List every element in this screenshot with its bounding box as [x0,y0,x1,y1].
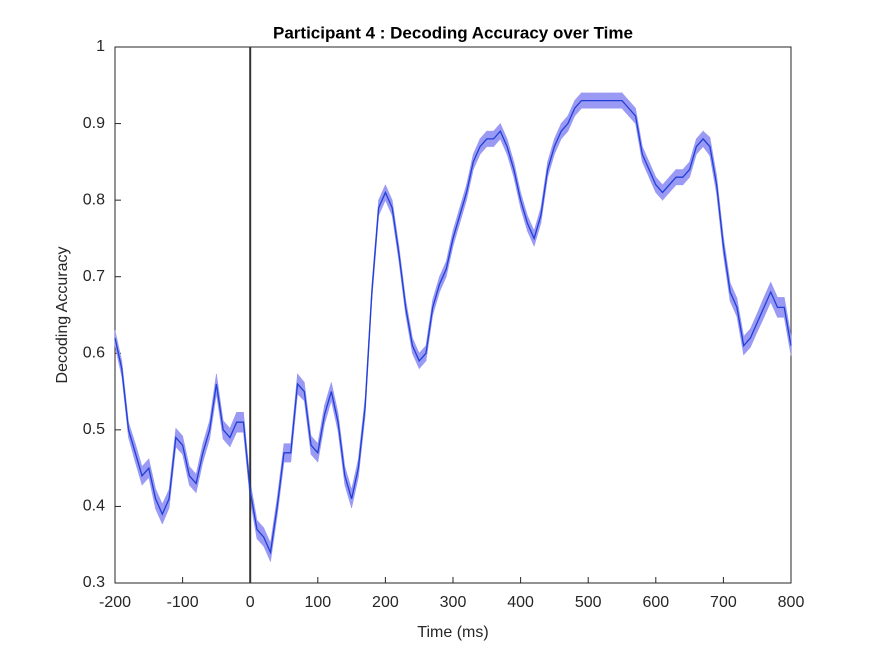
x-tick-label: 400 [507,594,534,611]
chart-title: Participant 4 : Decoding Accuracy over T… [273,23,633,42]
x-tick-label: -100 [167,594,199,611]
x-tick-label: 100 [304,594,331,611]
y-tick-label: 0.4 [83,498,105,515]
y-axis-label: Decoding Accuracy [54,247,71,384]
x-tick-label: 500 [575,594,602,611]
data-line [114,99,792,555]
y-tick-label: 0.7 [83,268,105,285]
y-tick-label: 0.5 [83,421,105,438]
x-tick-label: 300 [440,594,467,611]
x-tick-label: 200 [372,594,399,611]
y-tick-label: 1 [96,38,105,55]
x-tick-label: 700 [710,594,737,611]
y-tick-label: 0.8 [83,191,105,208]
y-tick-label: 0.9 [83,115,105,132]
x-tick-label: 800 [778,594,805,611]
y-tick-label: 0.3 [83,574,105,591]
x-tick-label: -200 [99,594,131,611]
x-tick-label: 600 [642,594,669,611]
x-axis-label: Time (ms) [417,624,488,641]
y-tick-label: 0.6 [83,345,105,362]
x-tick-label: 0 [246,594,255,611]
